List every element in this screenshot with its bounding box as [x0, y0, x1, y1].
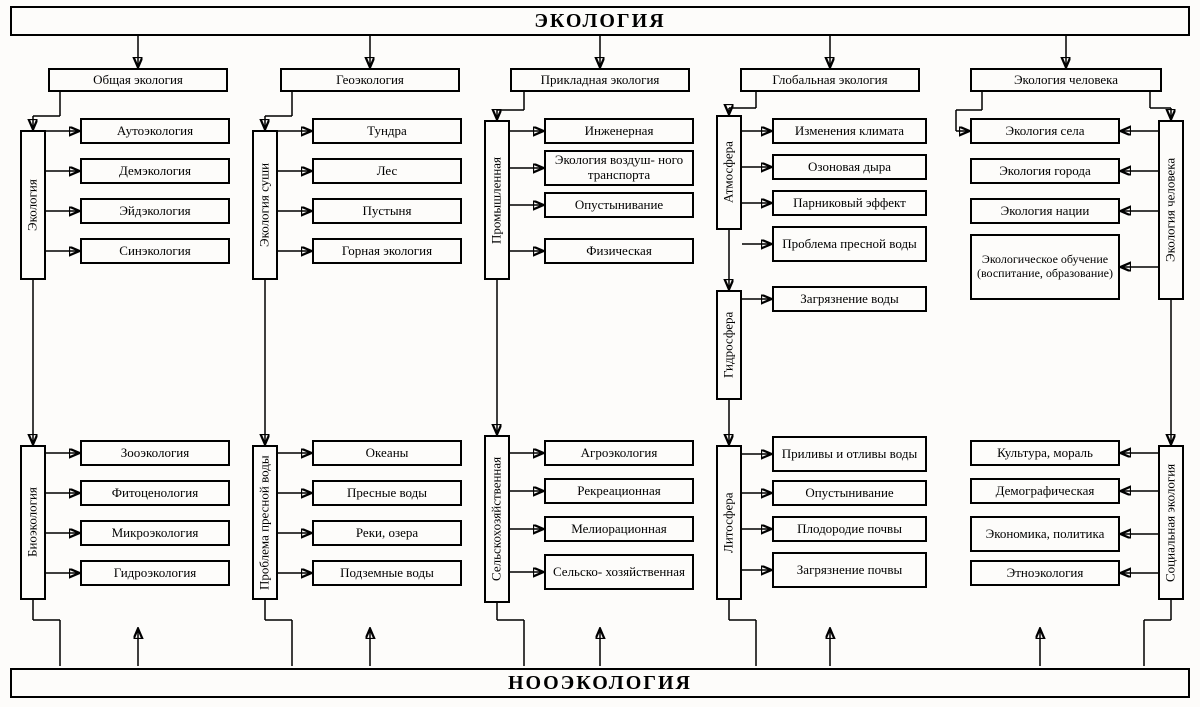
item-c5a-0: Экология села: [970, 118, 1120, 144]
top-title: ЭКОЛОГИЯ: [10, 6, 1190, 36]
vlabel-c5a: Экология человека: [1158, 120, 1184, 300]
item-c3a-1: Экология воздуш- ного транспорта: [544, 150, 694, 186]
col-header-3: Прикладная экология: [510, 68, 690, 92]
col-header-2: Геоэкология: [280, 68, 460, 92]
item-c3a-3: Физическая: [544, 238, 694, 264]
item-c3a-0: Инженерная: [544, 118, 694, 144]
col-header-5: Экология человека: [970, 68, 1162, 92]
item-c4a-1: Озоновая дыра: [772, 154, 927, 180]
item-c3a-2: Опустынивание: [544, 192, 694, 218]
item-c2a-2: Пустыня: [312, 198, 462, 224]
item-c4b-1: Загрязнение воды: [772, 286, 927, 312]
item-c4c-1: Опустынивание: [772, 480, 927, 506]
item-c5a-2: Экология нации: [970, 198, 1120, 224]
item-c2a-0: Тундра: [312, 118, 462, 144]
item-c3b-3: Сельско- хозяйственная: [544, 554, 694, 590]
item-c1b-2: Микроэкология: [80, 520, 230, 546]
item-c4c-0: Приливы и отливы воды: [772, 436, 927, 472]
vlabel-c1a: Экология: [20, 130, 46, 280]
item-c4c-2: Плодородие почвы: [772, 516, 927, 542]
item-c5b-0: Культура, мораль: [970, 440, 1120, 466]
vlabel-c5b: Социальная экология: [1158, 445, 1184, 600]
item-c4b-0: Проблема пресной воды: [772, 226, 927, 262]
item-c3b-2: Мелиорационная: [544, 516, 694, 542]
vlabel-c2a: Экология суши: [252, 130, 278, 280]
bottom-title: НООЭКОЛОГИЯ: [10, 668, 1190, 698]
item-c5b-3: Этноэкология: [970, 560, 1120, 586]
item-c2b-3: Подземные воды: [312, 560, 462, 586]
item-c2b-1: Пресные воды: [312, 480, 462, 506]
col-header-1: Общая экология: [48, 68, 228, 92]
vlabel-c2b: Проблема пресной воды: [252, 445, 278, 600]
vlabel-c4b: Гидросфера: [716, 290, 742, 400]
item-c3b-0: Агроэкология: [544, 440, 694, 466]
item-c1a-1: Демэкология: [80, 158, 230, 184]
col-header-4: Глобальная экология: [740, 68, 920, 92]
item-c5b-2: Экономика, политика: [970, 516, 1120, 552]
item-c2a-1: Лес: [312, 158, 462, 184]
vlabel-c4c: Литосфера: [716, 445, 742, 600]
vlabel-c4a: Атмосфера: [716, 115, 742, 230]
item-c1b-3: Гидроэкология: [80, 560, 230, 586]
item-c1b-0: Зооэкология: [80, 440, 230, 466]
item-c4c-3: Загрязнение почвы: [772, 552, 927, 588]
item-c1b-1: Фитоценология: [80, 480, 230, 506]
item-c2b-2: Реки, озера: [312, 520, 462, 546]
item-c1a-3: Синэкология: [80, 238, 230, 264]
item-c3b-1: Рекреационная: [544, 478, 694, 504]
item-c5a-1: Экология города: [970, 158, 1120, 184]
item-c2b-0: Океаны: [312, 440, 462, 466]
item-c4a-0: Изменения климата: [772, 118, 927, 144]
item-c1a-2: Эйдэкология: [80, 198, 230, 224]
item-c5b-1: Демографическая: [970, 478, 1120, 504]
item-c4a-2: Парниковый эффект: [772, 190, 927, 216]
vlabel-c3a: Промышленная: [484, 120, 510, 280]
vlabel-c1b: Биоэкология: [20, 445, 46, 600]
vlabel-c3b: Сельскохозяйственная: [484, 435, 510, 603]
arrows-layer: [0, 0, 1200, 707]
item-c5a-3: Экологическое обучение (воспитание, обра…: [970, 234, 1120, 300]
item-c2a-3: Горная экология: [312, 238, 462, 264]
item-c1a-0: Аутоэкология: [80, 118, 230, 144]
